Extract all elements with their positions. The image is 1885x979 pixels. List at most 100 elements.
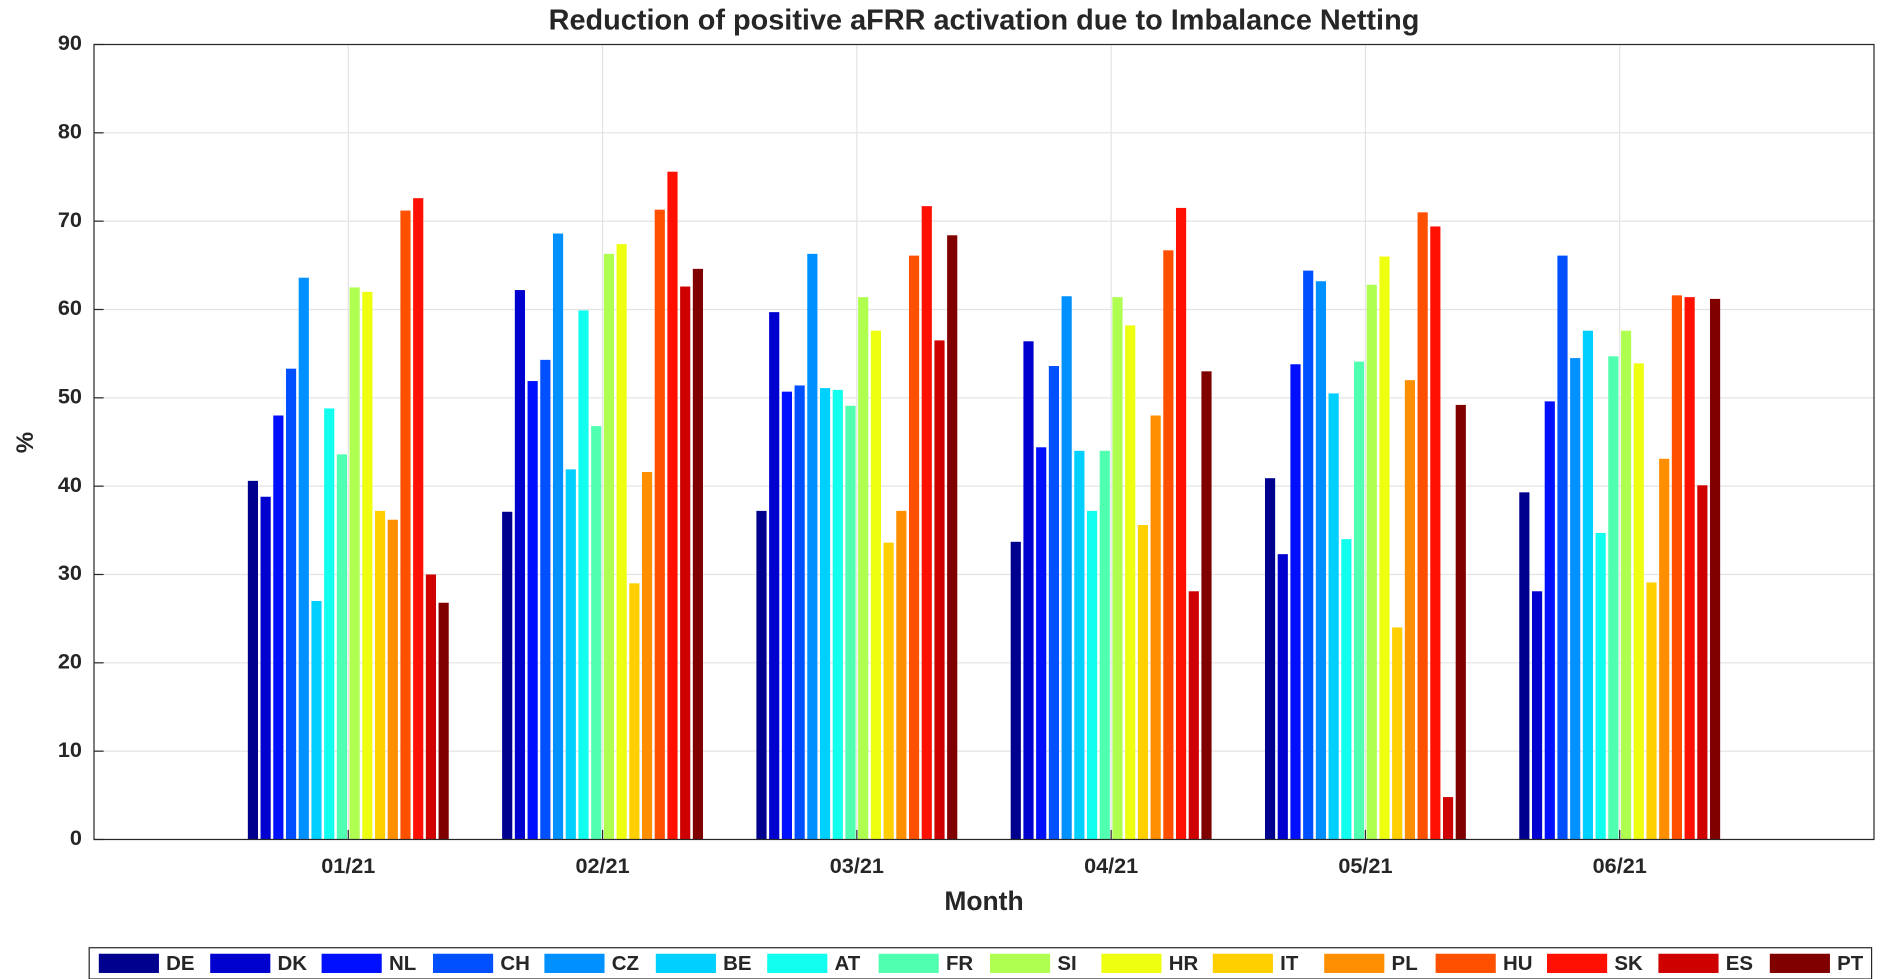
bar [1544, 401, 1555, 840]
bar [1048, 366, 1060, 840]
bar [1557, 255, 1568, 840]
bar [591, 426, 602, 840]
bar [1570, 358, 1581, 840]
bar [387, 519, 398, 840]
legend-swatch [544, 953, 605, 973]
legend-label: FR [946, 952, 973, 975]
x-tick-label: 05/21 [1338, 853, 1392, 878]
bar [794, 385, 805, 840]
bar [1010, 541, 1021, 840]
x-axis-label: Month [944, 886, 1023, 916]
bar [1303, 270, 1314, 840]
bar [947, 235, 958, 840]
bar [692, 268, 704, 840]
y-tick-label: 10 [58, 737, 82, 762]
x-tick-label: 01/21 [321, 853, 375, 878]
legend-label: DE [166, 952, 194, 975]
bar [1709, 298, 1721, 840]
bar [603, 253, 615, 840]
x-tick-label: 04/21 [1084, 853, 1138, 878]
legend-label: IT [1280, 952, 1299, 975]
bar [845, 405, 856, 840]
bar [908, 255, 920, 840]
bar [1595, 532, 1606, 840]
bar [921, 206, 932, 840]
bar [1137, 525, 1149, 840]
legend-swatch [210, 953, 271, 973]
bar [1608, 356, 1619, 840]
legend-swatch [767, 953, 828, 973]
bar [1112, 297, 1123, 840]
bar [616, 244, 627, 840]
y-axis-label: % [12, 432, 39, 453]
bar [1163, 250, 1174, 840]
y-tick-label: 40 [58, 472, 82, 497]
bar [565, 469, 576, 840]
bar [870, 330, 882, 840]
legend-swatch [878, 953, 939, 973]
bar [1455, 404, 1466, 840]
legend-swatch [1658, 953, 1719, 973]
legend-swatch [1769, 953, 1830, 973]
bar [285, 368, 297, 840]
bar [1099, 450, 1110, 840]
legend-label: HR [1169, 952, 1199, 975]
bar [781, 391, 793, 840]
legend-swatch [98, 953, 159, 973]
bar [832, 389, 843, 840]
bar [1430, 226, 1441, 840]
bar [1633, 363, 1644, 840]
x-tick-label: 06/21 [1593, 853, 1647, 878]
bar [311, 600, 322, 840]
bar [540, 359, 551, 840]
bar [374, 510, 386, 840]
bar [502, 511, 513, 840]
legend-swatch [1435, 953, 1496, 973]
legend-swatch [1212, 953, 1273, 973]
bar [1620, 330, 1632, 840]
legend-swatch [321, 953, 382, 973]
bar [400, 210, 411, 840]
x-tick-label: 02/21 [576, 853, 630, 878]
bar [413, 198, 424, 840]
y-tick-label: 20 [58, 649, 82, 674]
y-tick-label: 0 [70, 825, 82, 850]
bar [680, 286, 691, 840]
bar [514, 290, 526, 840]
bar [527, 381, 538, 840]
bar [324, 408, 335, 840]
bar [1201, 371, 1212, 840]
legend-label: PL [1392, 952, 1418, 975]
legend-label: DK [278, 952, 308, 975]
bar [896, 510, 907, 840]
x-tick-label: 03/21 [830, 853, 884, 878]
y-tick-label: 70 [58, 207, 82, 232]
bar [934, 340, 945, 840]
legend-swatch [1324, 953, 1385, 973]
y-tick-label: 30 [58, 560, 82, 585]
bar [1353, 361, 1365, 840]
bar [1290, 364, 1301, 840]
bar [1175, 207, 1187, 840]
bar [1023, 341, 1034, 840]
bar [362, 291, 373, 840]
legend-swatch [655, 953, 716, 973]
bar [1404, 380, 1416, 840]
bar [1442, 797, 1454, 840]
legend-label: NL [389, 952, 416, 975]
bar [1188, 591, 1199, 840]
bar [273, 415, 284, 840]
bar [425, 574, 437, 840]
legend-swatch [1101, 953, 1162, 973]
legend-label: SK [1614, 952, 1643, 975]
y-tick-label: 60 [58, 295, 82, 320]
bar [1125, 325, 1136, 840]
bar [1582, 330, 1594, 840]
plot-frame [93, 43, 1875, 841]
bar [1671, 295, 1683, 840]
bar [756, 510, 767, 840]
legend-label: CH [500, 952, 530, 975]
bar [336, 454, 348, 840]
bar [1277, 554, 1288, 840]
